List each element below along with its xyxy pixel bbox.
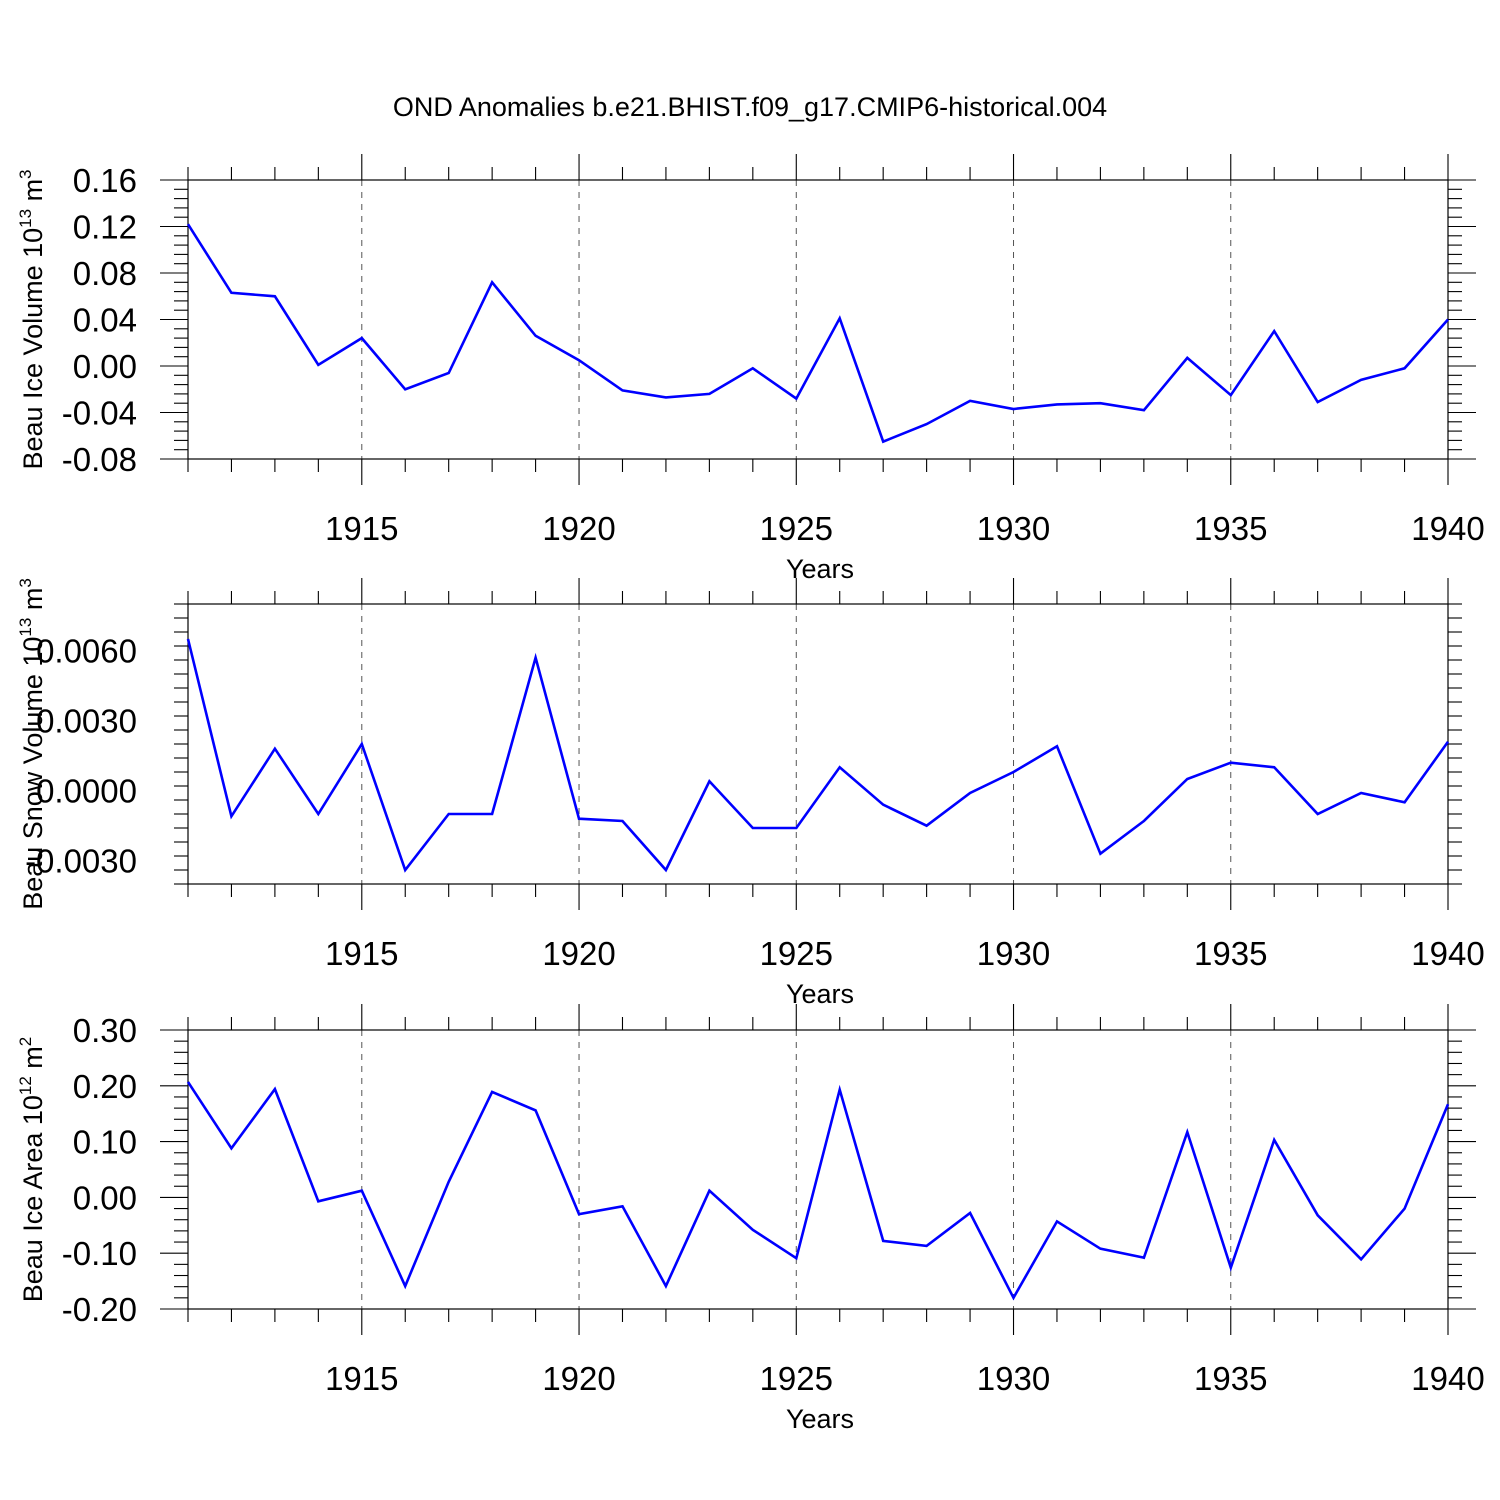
x-axis-title: Years (786, 554, 854, 584)
panel-ice-area: -0.20 -0.10 0.00 0.10 0.20 0.30 1915 1920 1925 19… (16, 1004, 1485, 1434)
panels: -0.08 -0.04 0.00 0.04 0.08 0.12 0.16 1915 1920 19… (16, 154, 1485, 1434)
y-tick-label: 0.16 (73, 162, 137, 199)
x-tick-label: 1925 (760, 1360, 833, 1397)
y-tick-label: 0.12 (73, 209, 137, 246)
x-tick-label: 1930 (977, 1360, 1050, 1397)
x-tick-label: 1935 (1194, 510, 1267, 547)
y-axis-title: Beau Ice Area 1012 m2 (16, 1037, 48, 1303)
y-tick-label: 0.04 (73, 302, 137, 339)
y-tick-label: 0.0060 (36, 633, 137, 670)
x-tick-label: 1925 (760, 510, 833, 547)
x-tick-label: 1920 (542, 935, 615, 972)
y-tick-label: 0.0000 (36, 773, 137, 810)
plot-frame (187, 1029, 1449, 1310)
y-tick-label: 0.30 (73, 1012, 137, 1049)
y-axis-title: Beau Ice Volume 1013 m3 (16, 169, 48, 469)
x-tick-label: 1915 (325, 1360, 398, 1397)
x-tick-label: 1915 (325, 510, 398, 547)
y-tick-label: 0.08 (73, 255, 137, 292)
y-tick-label: 0.0030 (36, 703, 137, 740)
x-tick-label: 1940 (1411, 510, 1484, 547)
panel-ice-volume: -0.08 -0.04 0.00 0.04 0.08 0.12 0.16 1915 1920 19… (16, 154, 1485, 584)
y-tick-label: 0.20 (73, 1068, 137, 1105)
y-tick-label: -0.20 (62, 1291, 137, 1328)
figure-title: OND Anomalies b.e21.BHIST.f09_g17.CMIP6-… (393, 92, 1107, 122)
x-tick-label: 1915 (325, 935, 398, 972)
panel-snow-volume: -0.0030 0.0000 0.0030 0.0060 1915 1920 1925 193… (16, 578, 1485, 1009)
x-tick-label: 1940 (1411, 935, 1484, 972)
x-tick-label: 1930 (977, 510, 1050, 547)
y-tick-label: 0.10 (73, 1124, 137, 1161)
x-tick-label: 1935 (1194, 935, 1267, 972)
y-axis-title: Beau Snow Volume 1013 m3 (16, 578, 48, 910)
y-tick-label: 0.00 (73, 1179, 137, 1216)
y-tick-label: -0.10 (62, 1235, 137, 1272)
x-tick-label: 1925 (760, 935, 833, 972)
y-tick-label: -0.04 (62, 395, 137, 432)
x-axis-title: Years (786, 1404, 854, 1434)
y-tick-label: -0.0030 (25, 843, 137, 880)
x-tick-label: 1935 (1194, 1360, 1267, 1397)
series-line-ice-area (186, 1081, 1450, 1301)
x-tick-label: 1920 (542, 1360, 615, 1397)
series-line-snow-volume (186, 638, 1450, 873)
x-tick-label: 1940 (1411, 1360, 1484, 1397)
y-tick-label: -0.08 (62, 441, 137, 478)
x-tick-label: 1930 (977, 935, 1050, 972)
x-axis-title: Years (786, 979, 854, 1009)
series-line-ice-volume (186, 223, 1449, 444)
plot-frame (187, 179, 1449, 460)
plot-frame (187, 603, 1449, 885)
x-tick-label: 1920 (542, 510, 615, 547)
y-tick-label: 0.00 (73, 348, 137, 385)
